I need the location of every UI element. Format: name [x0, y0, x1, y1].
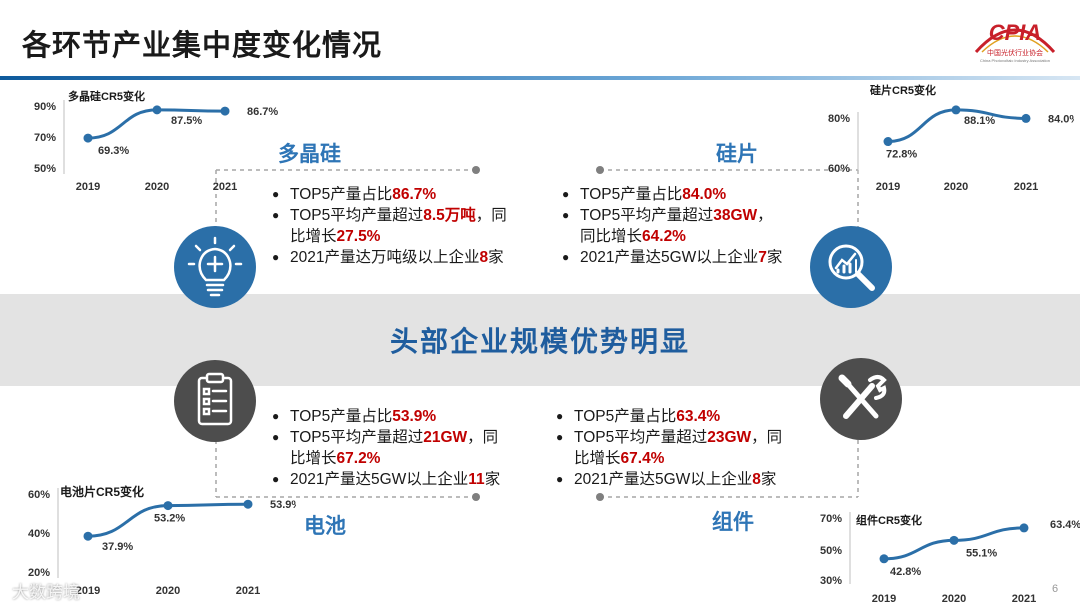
segment-title-wafer: 硅片	[716, 143, 758, 166]
y-tick-label: 70%	[34, 132, 56, 144]
x-tick-label: 2020	[944, 181, 968, 193]
bullet-item: TOP5平均产量超过38GW，同比增长64.2%	[562, 205, 812, 247]
y-tick-label: 30%	[820, 575, 842, 587]
clipboard-checklist-icon	[174, 360, 256, 442]
y-tick-label: 90%	[34, 101, 56, 113]
banner-headline: 头部企业规模优势明显	[389, 326, 690, 357]
segment-title-cell: 电池	[304, 515, 346, 538]
logo-org-name-en: China Photovoltaic Industry Association	[979, 58, 1051, 63]
y-tick-label: 60%	[828, 163, 850, 175]
lightbulb-plus-icon	[174, 226, 256, 308]
chart-module: 70% 50% 30% 组件CR5变化 42.8% 2019 55.1% 2020 63.4% 2…	[820, 512, 1080, 605]
data-label: 88.1%	[964, 115, 995, 127]
bullet-item: 2021产量达5GW以上企业8家	[556, 469, 816, 490]
data-label: 55.1%	[966, 547, 997, 559]
x-tick-label: 2019	[76, 585, 100, 597]
series-line	[887, 108, 1027, 144]
y-tick-label: 50%	[820, 545, 842, 557]
data-point	[1019, 523, 1029, 533]
x-tick-label: 2019	[872, 593, 896, 605]
data-point	[1021, 113, 1031, 123]
x-tick-label: 2020	[145, 181, 169, 193]
x-tick-label: 2021	[1014, 181, 1038, 193]
data-point	[163, 501, 173, 511]
data-point	[883, 137, 893, 147]
chart-title: 组件CR5变化	[856, 513, 922, 527]
data-label: 84.0%	[1048, 113, 1074, 125]
chart-title: 硅片CR5变化	[870, 83, 936, 97]
magnifier-chart-icon	[810, 226, 892, 308]
segment-title-module: 组件	[712, 511, 754, 534]
watermark: 大数跨境	[12, 583, 80, 602]
data-point	[83, 531, 93, 541]
data-label: 63.4%	[1050, 519, 1080, 531]
data-label: 42.8%	[890, 566, 921, 578]
x-tick-label: 2020	[942, 593, 966, 605]
bullet-item: TOP5产量占比63.4%	[556, 406, 816, 427]
bullet-item: TOP5产量占比53.9%	[272, 406, 532, 427]
y-tick-label: 60%	[28, 489, 50, 501]
y-tick-label: 20%	[28, 567, 50, 579]
x-tick-label: 2021	[236, 585, 260, 597]
title-underline	[0, 76, 1080, 80]
bullet-item: 2021产量达5GW以上企业7家	[562, 247, 812, 268]
data-label: 72.8%	[886, 149, 917, 161]
data-point	[951, 105, 961, 115]
data-point	[152, 105, 162, 115]
x-tick-label: 2019	[76, 181, 100, 193]
chart-title: 多晶硅CR5变化	[68, 89, 145, 103]
x-tick-label: 2021	[1012, 593, 1036, 605]
data-point	[243, 499, 253, 509]
data-point	[83, 133, 93, 143]
highlight-band	[0, 294, 1080, 386]
page-number: 6	[1052, 583, 1059, 595]
bullet-item: 2021产量达5GW以上企业11家	[272, 469, 532, 490]
chart-title: 电池片CR5变化	[60, 484, 144, 499]
data-label: 37.9%	[102, 541, 133, 553]
data-label: 53.9%	[270, 499, 296, 511]
data-label: 69.3%	[98, 145, 129, 157]
segment-title-polysilicon: 多晶硅	[278, 143, 341, 166]
chart-wafer: 80% 60% 硅片CR5变化 72.8% 2019 88.1% 2020 84.0% 2021	[828, 83, 1074, 193]
bullet-item: TOP5产量占比84.0%	[562, 184, 812, 205]
bullets-polysilicon: TOP5产量占比86.7% TOP5平均产量超过8.5万吨，同比增长27.5% …	[272, 184, 532, 268]
y-tick-label: 40%	[28, 528, 50, 540]
x-tick-label: 2019	[876, 181, 900, 193]
chart-cell: 60% 40% 20% 电池片CR5变化 37.9% 2019 53.2% 2020 53.9%…	[28, 484, 296, 597]
bullets-wafer: TOP5产量占比84.0% TOP5平均产量超过38GW，同比增长64.2% 2…	[562, 184, 812, 268]
x-tick-label: 2020	[156, 585, 180, 597]
data-label: 87.5%	[171, 115, 202, 127]
page-title: 各环节产业集中度变化情况	[22, 30, 383, 62]
wrench-screwdriver-icon	[820, 358, 902, 440]
logo-text: CPIA	[988, 20, 1042, 45]
data-label: 86.7%	[247, 106, 278, 118]
bullet-item: 2021产量达万吨级以上企业8家	[272, 247, 532, 268]
cpia-logo	[974, 28, 1056, 53]
y-tick-label: 70%	[820, 513, 842, 525]
x-tick-label: 2021	[213, 181, 237, 193]
bullet-item: TOP5产量占比86.7%	[272, 184, 532, 205]
data-point	[220, 106, 230, 116]
y-tick-label: 50%	[34, 163, 56, 175]
logo-org-name: 中国光伏行业协会	[987, 50, 1043, 57]
chart-polysilicon: 90% 70% 50% 多晶硅CR5变化 69.3% 2019 87.5% 2020 86.7%…	[34, 89, 278, 193]
data-point	[879, 554, 889, 564]
y-tick-label: 80%	[828, 113, 850, 125]
data-point	[949, 535, 959, 545]
data-label: 53.2%	[154, 513, 185, 525]
